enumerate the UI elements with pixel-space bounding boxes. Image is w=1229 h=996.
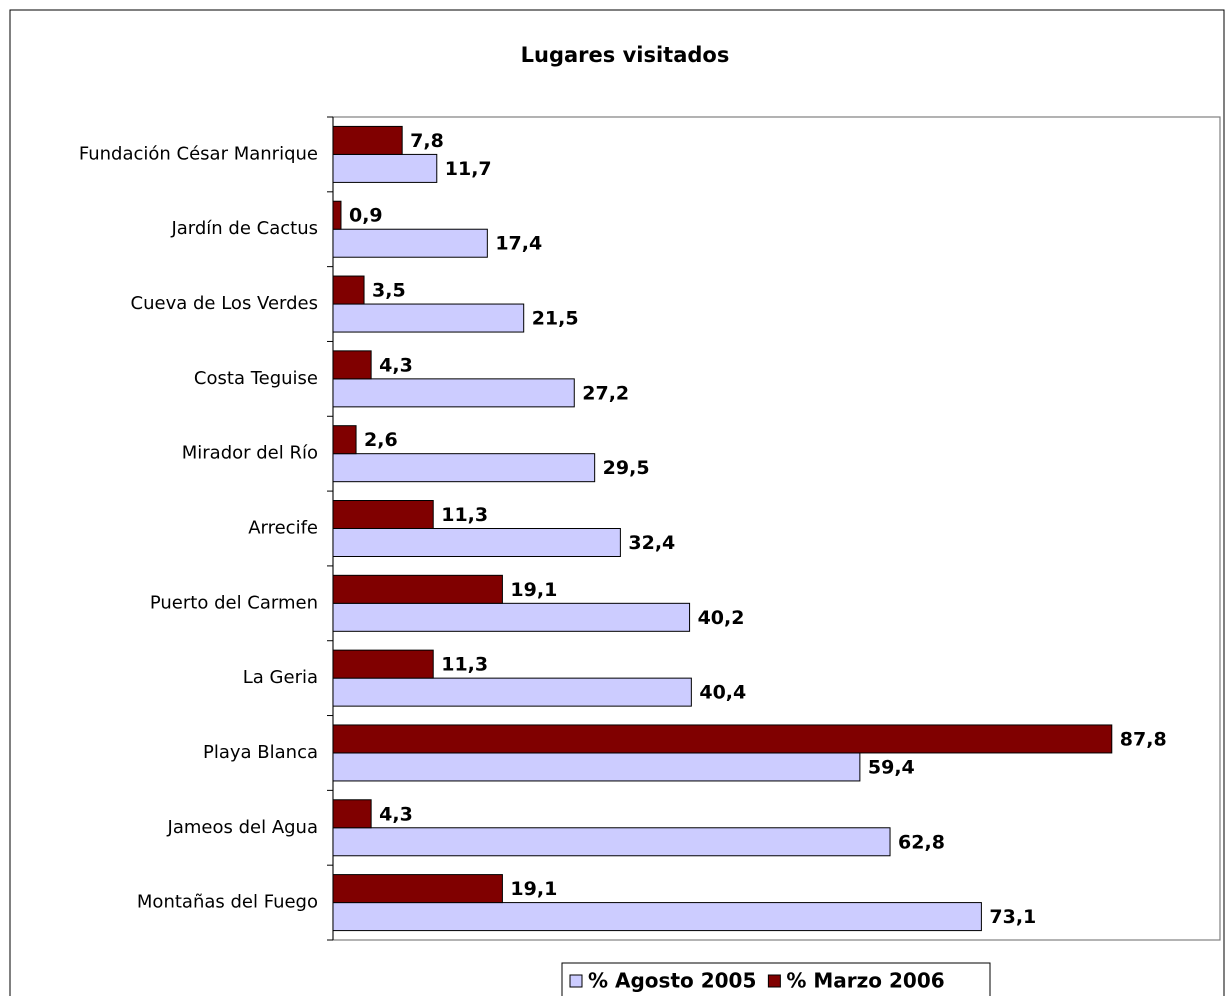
data-label: 29,5 <box>603 457 650 479</box>
bar <box>332 228 488 258</box>
bar <box>332 275 365 305</box>
bar <box>332 724 1113 754</box>
bar <box>332 799 372 829</box>
data-label: 62,8 <box>898 831 945 853</box>
y-tick-label: La Geria <box>243 667 318 688</box>
bar <box>332 153 438 183</box>
data-label: 17,4 <box>495 233 542 255</box>
bar <box>332 827 891 857</box>
data-label: 7,8 <box>410 130 444 152</box>
bar <box>332 350 372 380</box>
data-label: 59,4 <box>868 756 915 778</box>
bar <box>332 902 982 932</box>
bar <box>332 425 357 455</box>
data-label: 19,1 <box>510 579 557 601</box>
data-label: 19,1 <box>510 878 557 900</box>
bar <box>332 453 596 483</box>
data-label: 32,4 <box>628 532 675 554</box>
y-tick-label: Cueva de Los Verdes <box>131 293 318 314</box>
bar <box>332 752 861 782</box>
y-tick-label: Mirador del Río <box>182 443 318 464</box>
data-label: 11,3 <box>441 504 488 526</box>
bar <box>332 677 692 707</box>
data-label: 87,8 <box>1120 728 1167 750</box>
y-tick-label: Playa Blanca <box>203 742 318 763</box>
bar <box>332 602 691 632</box>
data-label: 3,5 <box>372 280 406 302</box>
data-label: 4,3 <box>379 354 413 376</box>
data-label: 40,2 <box>698 607 745 629</box>
y-tick-label: Montañas del Fuego <box>137 892 318 913</box>
bar <box>332 500 434 529</box>
y-tick-label: Jameos del Agua <box>167 817 318 838</box>
bar <box>332 649 434 679</box>
legend-label: % Marzo 2006 <box>786 969 944 993</box>
data-label: 40,4 <box>699 682 746 704</box>
y-tick-label: Jardín de Cactus <box>170 218 318 239</box>
bar <box>332 574 503 604</box>
data-label: 2,6 <box>364 429 398 451</box>
chart-title: Lugares visitados <box>521 43 730 67</box>
y-tick-label: Arrecife <box>248 518 318 539</box>
legend-label: % Agosto 2005 <box>588 969 756 993</box>
bar <box>332 303 525 333</box>
bar <box>332 125 403 155</box>
bar <box>332 200 342 230</box>
legend-swatch <box>569 974 583 988</box>
data-label: 4,3 <box>379 803 413 825</box>
data-label: 73,1 <box>989 906 1036 928</box>
bar <box>332 528 621 557</box>
data-label: 27,2 <box>582 382 629 404</box>
bar <box>332 378 575 408</box>
data-label: 11,3 <box>441 654 488 676</box>
y-tick-label: Fundación César Manrique <box>79 143 318 164</box>
y-tick-label: Puerto del Carmen <box>150 592 318 613</box>
data-label: 0,9 <box>349 205 383 227</box>
data-label: 21,5 <box>532 308 579 330</box>
y-tick-label: Costa Teguise <box>194 368 318 389</box>
bar <box>332 874 503 904</box>
data-label: 11,7 <box>445 158 492 180</box>
legend-swatch <box>767 974 781 988</box>
